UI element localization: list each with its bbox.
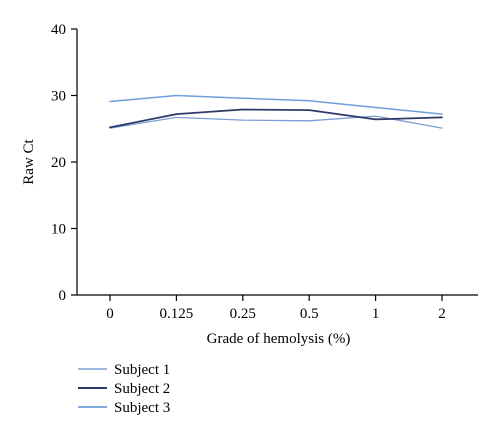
series-line-subject-2	[109, 108, 443, 129]
x-tick-label: 0	[106, 306, 114, 322]
x-tick-label: 0.125	[160, 306, 194, 322]
series-line-subject-3	[109, 94, 443, 115]
x-tick-label: 0.25	[230, 306, 256, 322]
legend: Subject 1 Subject 2 Subject 3	[78, 362, 170, 416]
x-tick-label: 1	[372, 306, 380, 322]
legend-label: Subject 2	[114, 381, 170, 397]
y-tick-label: 20	[51, 155, 66, 171]
y-tick-label: 30	[51, 89, 66, 105]
legend-label: Subject 1	[114, 362, 170, 378]
y-tick-label: 10	[51, 222, 66, 238]
axes: 0 10 20 30 40 0 0.125 0.25 0.5 1 2	[51, 22, 478, 322]
y-axis-title: Raw Ct	[21, 138, 37, 184]
series-lines	[109, 94, 443, 129]
y-tick-label: 0	[59, 288, 67, 304]
legend-label: Subject 3	[114, 400, 170, 416]
x-tick-label: 0.5	[300, 306, 319, 322]
series-line-subject-1	[109, 115, 443, 129]
x-axis-title: Grade of hemolysis (%)	[207, 331, 351, 347]
y-tick-label: 40	[51, 22, 66, 38]
x-tick-label: 2	[438, 306, 446, 322]
